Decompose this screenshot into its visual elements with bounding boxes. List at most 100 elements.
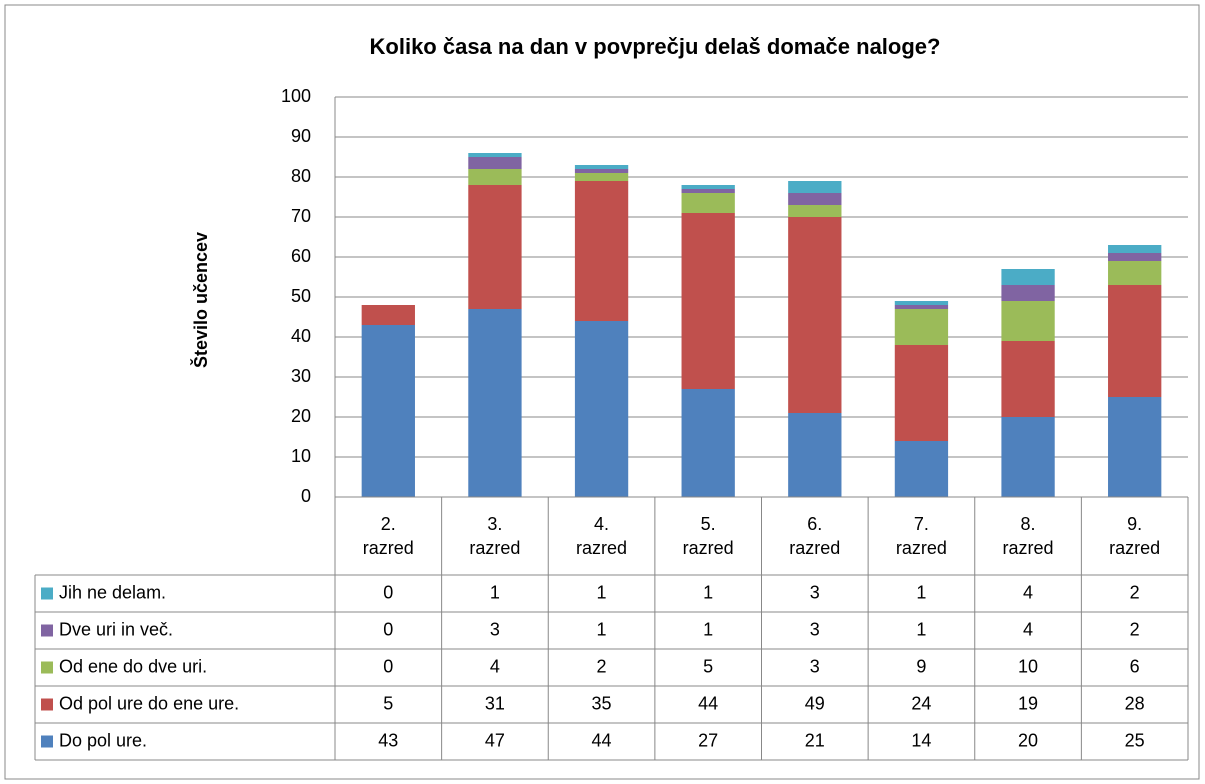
y-tick-label: 80 xyxy=(291,166,311,186)
x-tick-label: 2. razred xyxy=(335,497,442,575)
table-value: 0 xyxy=(383,656,393,676)
bar-segment xyxy=(681,185,735,189)
table-value: 4 xyxy=(490,656,500,676)
x-tick-text: 9. razred xyxy=(1109,514,1161,558)
bar-segment xyxy=(1108,261,1162,285)
x-tick-text: 2. razred xyxy=(362,514,414,558)
x-tick-text: 7. razred xyxy=(895,514,947,558)
legend-swatch xyxy=(41,587,53,600)
bar-segment xyxy=(361,325,415,497)
x-tick-text: 3. razred xyxy=(469,514,521,558)
y-tick-label: 70 xyxy=(291,206,311,226)
bar-segment xyxy=(1001,301,1055,341)
table-value: 1 xyxy=(703,619,713,639)
table-value: 1 xyxy=(597,582,607,602)
table-value: 44 xyxy=(592,730,612,750)
bar-segment xyxy=(468,157,522,169)
x-tick-label: 9. razred xyxy=(1081,497,1188,575)
y-axis-label: Število učencev xyxy=(190,232,211,368)
bar-segment xyxy=(468,185,522,309)
table-value: 5 xyxy=(703,656,713,676)
bar-segment xyxy=(788,193,842,205)
table-value: 47 xyxy=(485,730,505,750)
table-value: 0 xyxy=(383,619,393,639)
bar-segment xyxy=(468,153,522,157)
table-value: 3 xyxy=(810,656,820,676)
bar-segment xyxy=(894,301,949,305)
table-value: 6 xyxy=(1130,656,1140,676)
table-value: 1 xyxy=(703,582,713,602)
x-tick-label: 3. razred xyxy=(442,497,549,575)
y-tick-label: 0 xyxy=(301,486,311,506)
legend-label: Do pol ure. xyxy=(59,730,147,750)
table-value: 21 xyxy=(805,730,825,750)
y-tick-label: 50 xyxy=(291,286,311,306)
bar-segment xyxy=(894,305,949,309)
table-value: 3 xyxy=(810,582,820,602)
legend-swatch xyxy=(41,735,53,748)
table-value: 27 xyxy=(698,730,718,750)
table-value: 9 xyxy=(916,656,926,676)
table-value: 19 xyxy=(1018,693,1038,713)
table-value: 1 xyxy=(490,582,500,602)
y-tick-label: 100 xyxy=(281,86,311,106)
legend-swatch xyxy=(41,624,53,637)
x-tick-label: 7. razred xyxy=(868,497,975,575)
table-value: 25 xyxy=(1125,730,1145,750)
bar-segment xyxy=(788,205,842,217)
bar-segment xyxy=(1108,245,1162,253)
bar-segment xyxy=(788,413,842,497)
y-tick-label: 60 xyxy=(291,246,311,266)
x-tick-text: 6. razred xyxy=(789,514,841,558)
bar-segment xyxy=(681,193,735,213)
x-tick-text: 5. razred xyxy=(682,514,734,558)
table-value: 2 xyxy=(1130,619,1140,639)
table-value: 4 xyxy=(1023,619,1033,639)
table-value: 3 xyxy=(490,619,500,639)
table-value: 14 xyxy=(911,730,931,750)
legend-swatch xyxy=(41,661,53,674)
table-value: 2 xyxy=(1130,582,1140,602)
table-value: 0 xyxy=(383,582,393,602)
bar-segment xyxy=(681,189,735,193)
bar-segment xyxy=(468,309,522,497)
table-value: 3 xyxy=(810,619,820,639)
table-value: 35 xyxy=(592,693,612,713)
bar-segment xyxy=(894,309,949,345)
chart-border xyxy=(4,4,1200,780)
bar-segment xyxy=(361,305,415,325)
chart-title: Koliko časa na dan v povprečju delaš dom… xyxy=(370,34,941,59)
bar-segment xyxy=(468,169,522,185)
y-tick-label: 20 xyxy=(291,406,311,426)
table-value: 24 xyxy=(911,693,931,713)
bar-segment xyxy=(681,389,735,497)
x-tick-label: 8. razred xyxy=(975,497,1082,575)
bar-segment xyxy=(574,321,629,497)
table-value: 10 xyxy=(1018,656,1038,676)
y-tick-label: 40 xyxy=(291,326,311,346)
bar-segment xyxy=(1001,341,1055,417)
table-value: 1 xyxy=(597,619,607,639)
bar-segment xyxy=(1001,417,1055,497)
legend-swatch xyxy=(41,698,53,711)
bar-segment xyxy=(788,217,842,413)
x-tick-text: 4. razred xyxy=(576,514,628,558)
bar-segment xyxy=(894,345,949,441)
bar-segment xyxy=(1001,269,1055,285)
y-tick-label: 10 xyxy=(291,446,311,466)
table-value: 20 xyxy=(1018,730,1038,750)
table-value: 43 xyxy=(378,730,398,750)
bar-segment xyxy=(681,213,735,389)
y-tick-label: 30 xyxy=(291,366,311,386)
x-tick-label: 6. razred xyxy=(762,497,869,575)
legend-label: Dve uri in več. xyxy=(59,619,173,639)
legend-label: Od ene do dve uri. xyxy=(59,656,207,676)
bar-segment xyxy=(574,173,629,181)
bar-segment xyxy=(894,441,949,497)
bar-segment xyxy=(574,181,629,321)
table-value: 4 xyxy=(1023,582,1033,602)
bar-segment xyxy=(1108,253,1162,261)
bar-segment xyxy=(574,165,629,169)
